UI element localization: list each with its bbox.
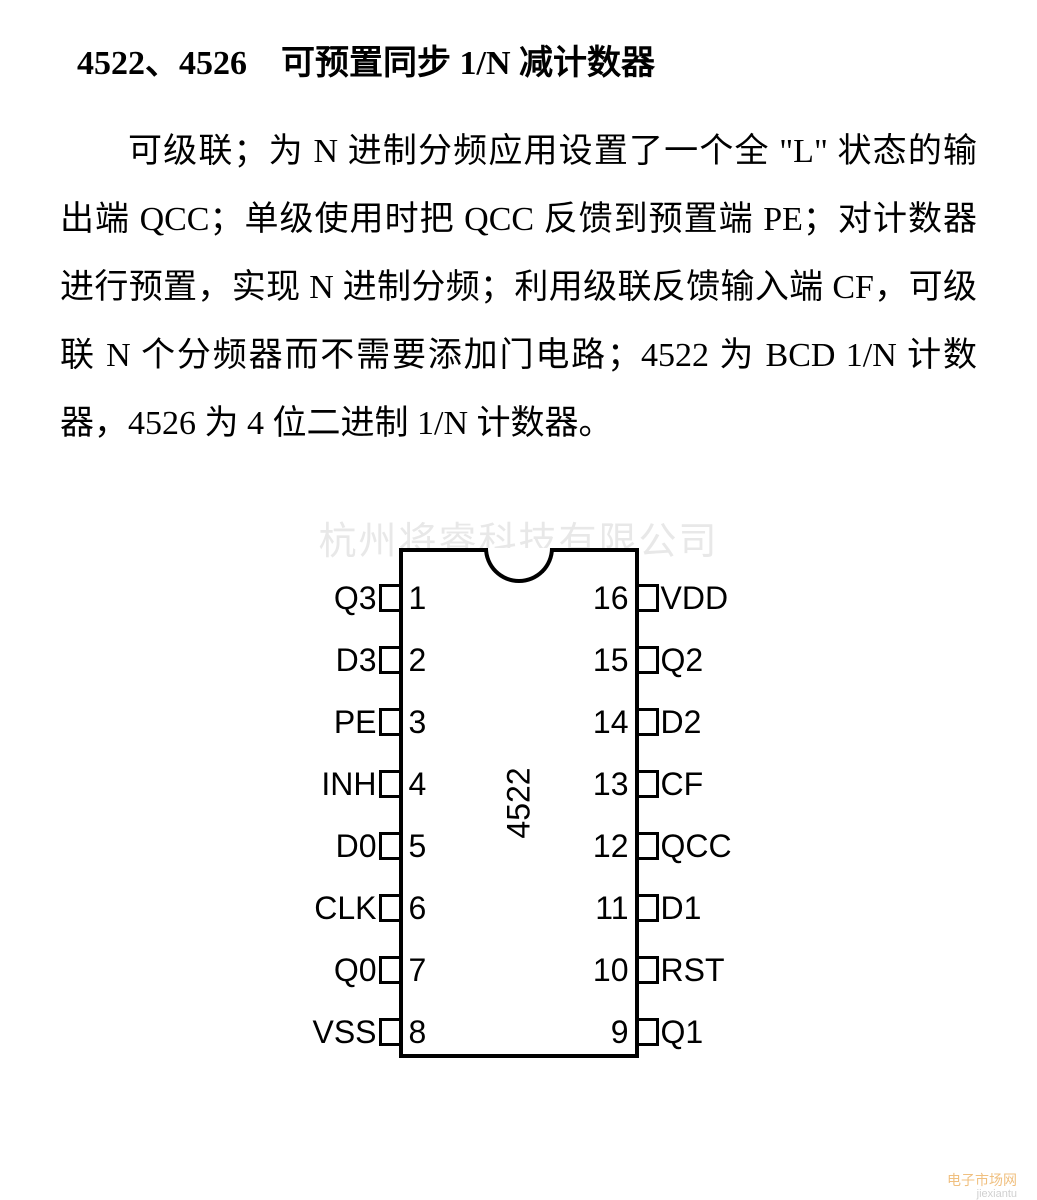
pin-label: D1 [661, 890, 702, 927]
pin-number: 10 [593, 952, 629, 989]
pin-row: D0 5 12 QCC [209, 816, 829, 876]
footer-watermark-2: jiexiantu [977, 1188, 1017, 1200]
pin-box [639, 894, 659, 922]
document-description: 可级联；为 N 进制分频应用设置了一个全 "L" 状态的输出端 QCC；单级使用… [60, 118, 977, 458]
pin-box [639, 708, 659, 736]
chip-container: 4522 Q3116VDDD3215Q2PE314D2INH413CFD0512… [209, 538, 829, 1068]
pin-row: Q3 1 16 VDD [209, 568, 829, 628]
pin-number: 15 [593, 642, 629, 679]
pin-number: 4 [409, 766, 427, 803]
pin-box [379, 956, 399, 984]
pin-number: 12 [593, 828, 629, 865]
pin-number: 7 [409, 952, 427, 989]
pin-box [379, 708, 399, 736]
pin-number: 8 [409, 1014, 427, 1051]
pin-label: INH [321, 766, 376, 803]
pin-number: 14 [593, 704, 629, 741]
pin-number: 9 [611, 1014, 629, 1051]
pin-label: PE [334, 704, 377, 741]
pin-box [379, 832, 399, 860]
pin-label: CLK [314, 890, 376, 927]
pin-label: CF [661, 766, 704, 803]
pin-label: D3 [336, 642, 377, 679]
pin-label: RST [661, 952, 725, 989]
pin-number: 5 [409, 828, 427, 865]
pin-label: D2 [661, 704, 702, 741]
pin-number: 6 [409, 890, 427, 927]
pin-box [639, 646, 659, 674]
pin-box [379, 646, 399, 674]
pin-label: Q2 [661, 642, 704, 679]
pin-number: 13 [593, 766, 629, 803]
pin-row: CLK 6 11 D1 [209, 878, 829, 938]
pin-box [639, 832, 659, 860]
pin-label: QCC [661, 828, 732, 865]
pin-label: Q1 [661, 1014, 704, 1051]
pin-box [379, 1018, 399, 1046]
pin-label: VDD [661, 580, 729, 617]
pin-box [639, 584, 659, 612]
pin-label: VSS [312, 1014, 376, 1051]
pin-row: PE 3 14 D2 [209, 692, 829, 752]
pin-row: INH 4 13 CF [209, 754, 829, 814]
pin-row: VSS 8 9 Q1 [209, 1002, 829, 1062]
footer-watermark-1: 电子市场网 [947, 1170, 1017, 1190]
pin-box [639, 956, 659, 984]
text-block: 4522、4526 可预置同步 1/N 减计数器 可级联；为 N 进制分频应用设… [60, 30, 977, 458]
document-title: 4522、4526 可预置同步 1/N 减计数器 [60, 30, 977, 98]
pin-label: Q3 [334, 580, 377, 617]
pin-number: 3 [409, 704, 427, 741]
pin-number: 16 [593, 580, 629, 617]
pin-box [379, 584, 399, 612]
pin-box [379, 894, 399, 922]
pin-number: 11 [595, 890, 628, 927]
pin-box [379, 770, 399, 798]
pin-label: Q0 [334, 952, 377, 989]
pin-row: D3 2 15 Q2 [209, 630, 829, 690]
pin-number: 1 [409, 580, 427, 617]
pin-label: D0 [336, 828, 377, 865]
pin-box [639, 770, 659, 798]
pin-number: 2 [409, 642, 427, 679]
chip-diagram: 4522 Q3116VDDD3215Q2PE314D2INH413CFD0512… [60, 538, 977, 1068]
pin-row: Q0 7 10 RST [209, 940, 829, 1000]
pin-box [639, 1018, 659, 1046]
